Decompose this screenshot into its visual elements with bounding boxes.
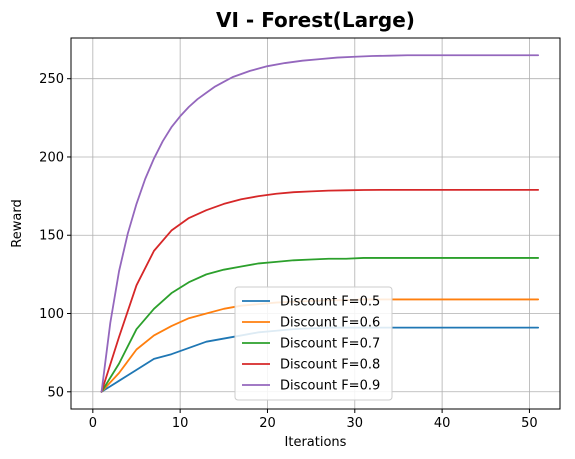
legend-entry-label: Discount F=0.7 [280, 337, 380, 352]
x-tick-label: 50 [521, 416, 538, 431]
series-line-5 [100, 54, 540, 393]
grid [71, 38, 560, 409]
plot-frame [70, 37, 561, 410]
legend: Discount F=0.5 Discount F=0.6 Discount F=0… [234, 286, 393, 401]
legend-entry-label: Discount F=0.8 [280, 358, 380, 373]
legend-entry-label: Discount F=0.6 [280, 316, 380, 331]
y-axis-label: Reward [10, 199, 25, 247]
series-line-3 [100, 257, 540, 393]
x-tick-label: 10 [172, 416, 189, 431]
x-tick-label: 0 [89, 416, 97, 431]
x-tick-label: 20 [259, 416, 276, 431]
axis-ticks: 0 10 20 30 40 50 50 100 150 200 250 [39, 72, 538, 431]
x-tick-label: 40 [434, 416, 451, 431]
y-tick-label: 200 [39, 150, 64, 165]
chart-title: VI - Forest(Large) [216, 8, 415, 32]
legend-entry-label: Discount F=0.5 [280, 295, 380, 310]
legend-entry-label: Discount F=0.9 [280, 379, 380, 394]
y-tick-label: 50 [47, 385, 64, 400]
series-line-4 [100, 188, 540, 393]
y-tick-label: 250 [39, 72, 64, 87]
y-tick-label: 100 [39, 307, 64, 322]
legend-box [234, 286, 393, 401]
y-tick-label: 150 [39, 229, 64, 244]
x-tick-label: 30 [347, 416, 364, 431]
x-axis-label: Iterations [285, 435, 347, 450]
